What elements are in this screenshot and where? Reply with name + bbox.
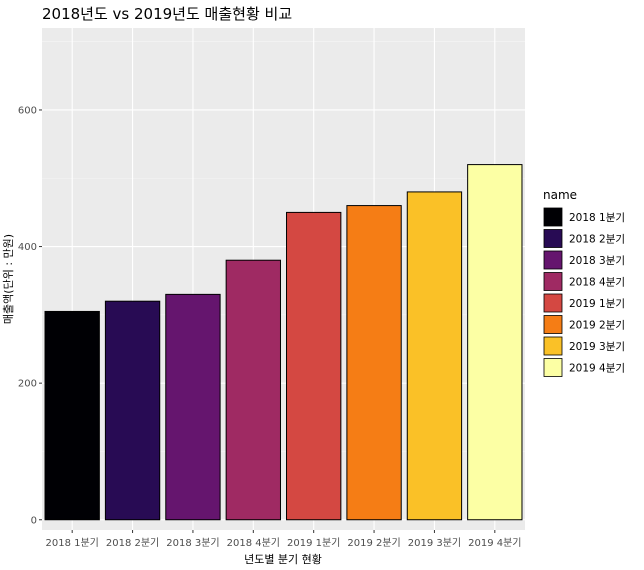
legend-key-4 [543,272,563,291]
x-tick-label: 2019 2분기 [347,537,400,549]
legend-key-5 [543,293,563,313]
x-axis: 2018 1분기 2018 2분기 2018 3분기 2018 4분기 2019 1분기… [45,530,522,549]
legend-key-6 [543,315,563,334]
legend-key-8 [543,358,563,377]
legend-label: 2018 4분기 [569,277,625,289]
y-axis: 0 200 400 600 [18,105,42,526]
bar-1 [44,310,100,521]
x-tick-label: 2018 4분기 [227,537,280,549]
y-tick-label: 200 [18,379,37,390]
legend-label: 2018 1분기 [569,212,625,224]
bar-3 [165,293,221,521]
legend: name 2018 1분기 2018 2분기 2018 3분기 2018 4분기 201… [543,188,625,377]
x-tick-label: 2018 2분기 [106,537,159,549]
bar-8 [467,164,523,521]
legend-key-7 [543,336,563,356]
x-tick-label: 2018 3분기 [166,537,219,549]
chart-title: 2018년도 vs 2019년도 매출현황 비교 [42,5,292,23]
y-tick-label: 600 [18,105,37,116]
y-axis-title: 매출액(단위 : 만원) [2,234,15,324]
legend-key-1 [543,207,563,227]
legend-label: 2019 3분기 [569,341,625,353]
bar-4 [225,259,281,521]
legend-key-3 [543,250,563,270]
bar-2 [104,300,161,521]
legend-key-2 [543,229,563,248]
bar-7 [406,191,463,521]
legend-label: 2018 2분기 [569,234,625,246]
y-tick-label: 400 [18,242,37,253]
bar-5 [286,211,342,521]
y-tick-label: 0 [31,515,37,526]
legend-title: name [543,188,577,202]
legend-label: 2019 1분기 [569,298,625,310]
legend-label: 2019 2분기 [569,320,625,332]
legend-label: 2019 4분기 [569,363,625,375]
x-tick-label: 2019 1분기 [287,537,340,549]
x-tick-label: 2019 4분기 [468,537,521,549]
x-tick-label: 2019 3분기 [408,537,461,549]
x-tick-label: 2018 1분기 [45,537,98,549]
bars [44,164,523,521]
legend-label: 2018 3분기 [569,255,625,267]
x-axis-title: 년도별 분기 현황 [244,553,322,566]
bar-6 [346,205,402,521]
